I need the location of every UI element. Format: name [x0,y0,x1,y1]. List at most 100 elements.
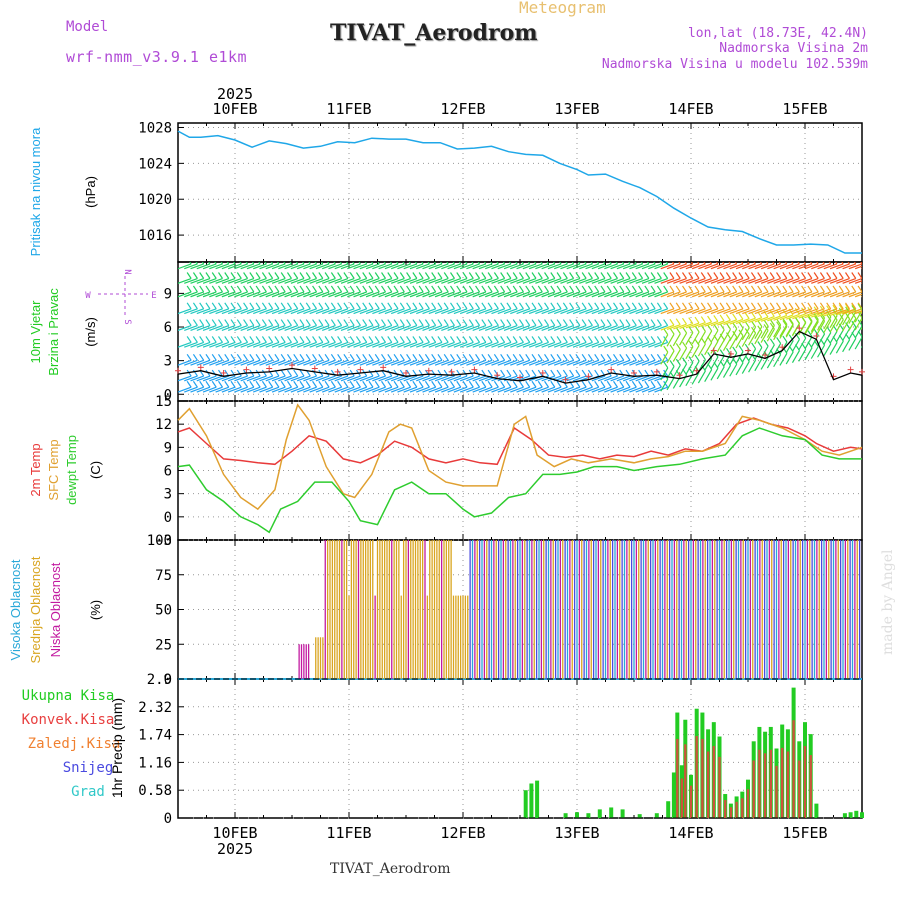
wind-barb [629,325,643,331]
wind-barb [234,375,248,382]
wind-barb [491,263,505,270]
precip-legend-item: Grad [71,784,105,800]
wind-barb [478,291,493,298]
wind-barb [522,325,537,331]
conv-precip-bar [803,746,807,818]
wind-barb [704,358,713,371]
wind-barb-flag [763,324,769,331]
wind-barb-flag [581,369,587,377]
wind-barb [610,359,624,366]
wind-barb-flag [851,312,857,319]
station-title: TIVAT_Aerodrom [330,20,538,46]
wind-barb [553,263,568,270]
wind-speed-line [177,330,863,384]
wind-barb-flag [487,336,493,343]
wind-barb-flag [518,272,524,279]
wind-barb [697,343,706,357]
wind-barb [434,375,449,382]
wind-barb-flag [274,354,280,361]
wind-barb [416,341,430,348]
wind-barb-flag [615,262,619,265]
wind-barb [792,277,806,284]
wind-barb-flag [320,262,324,265]
wind-barb-flag [261,302,267,310]
wind-barb-flag [218,285,224,293]
wind-barb-flag [537,285,543,293]
wind-barb-flag [719,323,725,331]
wind-barb [372,291,386,298]
wind-barb [284,325,298,331]
wind-barb-flag [838,285,844,293]
wind-barb-flag [838,302,844,310]
wind-barb [854,280,862,284]
wind-barb-flag [280,285,286,293]
wind-barb [403,277,418,284]
wind-barb [716,329,725,343]
wind-barb [679,363,688,377]
wind-barb-flag [468,272,474,279]
wind-barb [698,291,712,298]
wind-barb [322,291,336,298]
wind-barb-flag [625,380,631,388]
wind-barb-flag [838,272,844,279]
wind-barb-flag [707,315,713,323]
wind-barb-flag [381,354,387,361]
wind-barb [528,308,543,315]
wind-barb-flag [368,354,374,361]
wind-barb [190,325,204,331]
wind-barb-flag [851,285,857,293]
wind-barb-flag [600,380,606,388]
wind-barb-flag [722,262,725,265]
y-tick-label: 12 [155,417,172,433]
wind-barb [240,277,255,284]
wind-barb [259,291,273,298]
wind-barb [566,359,581,366]
wind-barb-flag [619,336,625,343]
bottom-date-label: 14FEB [668,824,713,842]
wind-barb [296,325,311,331]
wind-barb-flag [211,285,217,293]
wind-barb [691,277,706,284]
wind-barb-flag [220,262,224,265]
wind-barb [422,308,436,315]
wind-barb [579,359,593,366]
wind-barb-flag [349,354,355,361]
wind-barb [754,358,763,372]
wind-barb [322,386,336,393]
wind-barb-flag [236,336,242,343]
wind-barb-flag [544,354,550,361]
wind-barb-flag [305,336,311,343]
wind-barb-flag [776,318,782,326]
wind-barb [340,263,355,270]
wind-barb-flag [355,302,361,310]
wind-barb-flag [496,262,499,265]
wind-barb-flag [443,336,449,343]
wind-barb-flag [728,262,731,265]
wind-barb [265,325,280,331]
wind-barb [842,308,856,315]
wind-barb [779,324,788,337]
wind-barb-flag [544,336,550,343]
wind-barb [848,263,862,270]
wind-barb [829,263,844,270]
wind-barb-flag [318,319,324,326]
wind-barb [516,325,530,331]
wind-barb [459,291,474,298]
wind-barb-flag [186,319,192,326]
wind-barb-flag [345,262,349,265]
wind-barb-flag [537,336,543,343]
wind-barb [748,308,762,315]
wind-barb [491,325,505,331]
wind-barb [760,330,769,343]
wind-barb-flag [186,302,192,310]
wind-barb-flag [431,285,437,293]
wind-barb [610,325,624,331]
wind-barb [459,341,474,348]
wind-barb [666,291,681,298]
wind-barb-flag [218,354,224,361]
wind-barb [296,277,311,284]
wind-barb-flag [186,272,192,279]
wind-barb-flag [349,319,355,326]
wind-barb [409,375,424,382]
total-precip-bar [586,813,591,818]
